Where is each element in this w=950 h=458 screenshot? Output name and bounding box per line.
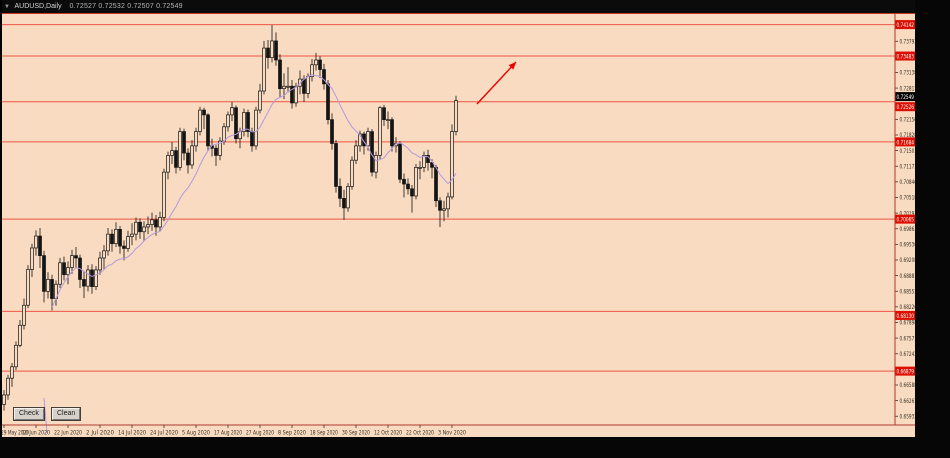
svg-text:0.70518: 0.70518 [900, 195, 916, 202]
mt4-chart-window: 0.744480.737930.731380.728110.721560.718… [0, 0, 919, 437]
svg-text:22 Jun 2020: 22 Jun 2020 [54, 430, 82, 437]
price-axis-ticks: 0.744480.737930.731380.728110.721560.718… [895, 7, 915, 420]
svg-text:0.66879: 0.66879 [897, 369, 915, 376]
svg-text:0.70065: 0.70065 [897, 217, 915, 224]
svg-text:0.67571: 0.67571 [900, 335, 916, 342]
svg-text:0.65933: 0.65933 [900, 413, 916, 420]
moving-average-line [51, 74, 457, 308]
horizontal-lines [0, 24, 895, 372]
purple-line-object [43, 397, 48, 434]
ohlc-quotes-label: 0.72527 0.72532 0.72507 0.72549 [69, 3, 183, 10]
svg-text:0.67243: 0.67243 [900, 351, 916, 358]
clean-button[interactable]: Clean [52, 408, 81, 420]
chart-frame [0, 13, 915, 426]
svg-text:0.69208: 0.69208 [900, 257, 916, 264]
svg-text:0.70191: 0.70191 [900, 210, 916, 217]
svg-text:0.68881: 0.68881 [900, 273, 916, 280]
hline-price-labels: 0.74142 0.73483 0.72526 0.71684 0.70065 0.681… [895, 20, 915, 376]
svg-text:0.71501: 0.71501 [900, 148, 916, 155]
right-letterbox: i [915, 0, 950, 458]
svg-text:0.68226: 0.68226 [900, 304, 916, 311]
svg-text:29 May 2020: 29 May 2020 [1, 430, 29, 437]
svg-text:22 Oct 2020: 22 Oct 2020 [406, 430, 434, 437]
svg-text:0.73138: 0.73138 [900, 70, 916, 77]
svg-text:0.68130: 0.68130 [897, 313, 915, 320]
trend-arrow-annotation [476, 61, 517, 105]
svg-text:5 Aug 2020: 5 Aug 2020 [182, 430, 210, 437]
svg-text:30 Sep 2020: 30 Sep 2020 [342, 430, 370, 437]
svg-text:0.68553: 0.68553 [900, 288, 916, 295]
svg-text:27 Aug 2020: 27 Aug 2020 [246, 430, 274, 437]
candlesticks [2, 25, 458, 411]
chart-title-bar: ▼ AUDUSD,Daily 0.72527 0.72532 0.72507 0… [0, 0, 919, 14]
svg-text:0.72156: 0.72156 [900, 117, 916, 124]
svg-text:0.73793: 0.73793 [900, 38, 916, 45]
chart-plot-area[interactable]: 0.744480.737930.731380.728110.721560.718… [0, 0, 915, 437]
svg-text:0.74142: 0.74142 [897, 22, 915, 29]
svg-text:0.71173: 0.71173 [900, 163, 916, 170]
check-button[interactable]: Check [14, 408, 44, 420]
svg-text:10 Jun 2020: 10 Jun 2020 [22, 430, 50, 437]
svg-text:0.69863: 0.69863 [900, 226, 916, 233]
current-price-label: 0.72549 [895, 92, 915, 102]
left-letterbox [0, 0, 2, 437]
svg-text:24 Jul 2020: 24 Jul 2020 [150, 430, 178, 437]
svg-text:0.66588: 0.66588 [900, 382, 916, 389]
svg-text:0.73483: 0.73483 [897, 53, 915, 60]
bottom-letterbox: − + [0, 437, 950, 458]
svg-text:0.70846: 0.70846 [900, 179, 916, 186]
svg-text:0.66261: 0.66261 [900, 398, 916, 405]
svg-text:0.72526: 0.72526 [897, 104, 915, 111]
svg-text:0.72549: 0.72549 [897, 94, 915, 101]
collapse-triangle-icon[interactable]: ▼ [4, 4, 10, 10]
svg-text:14 Jul 2020: 14 Jul 2020 [118, 430, 146, 437]
svg-text:0.72811: 0.72811 [900, 85, 916, 92]
svg-text:17 Aug 2020: 17 Aug 2020 [214, 430, 242, 437]
svg-text:8 Sep 2020: 8 Sep 2020 [278, 430, 306, 437]
svg-text:0.71828: 0.71828 [900, 132, 916, 139]
svg-text:0.67898: 0.67898 [900, 320, 916, 327]
svg-text:0.71684: 0.71684 [897, 139, 915, 146]
svg-text:12 Oct 2020: 12 Oct 2020 [374, 430, 402, 437]
svg-text:3 Nov 2020: 3 Nov 2020 [438, 430, 466, 437]
svg-text:0.69536: 0.69536 [900, 242, 916, 249]
svg-text:2 Jul 2020: 2 Jul 2020 [86, 430, 114, 437]
symbol-timeframe-label: AUDUSD,Daily [14, 3, 62, 10]
svg-text:18 Sep 2020: 18 Sep 2020 [310, 430, 338, 437]
